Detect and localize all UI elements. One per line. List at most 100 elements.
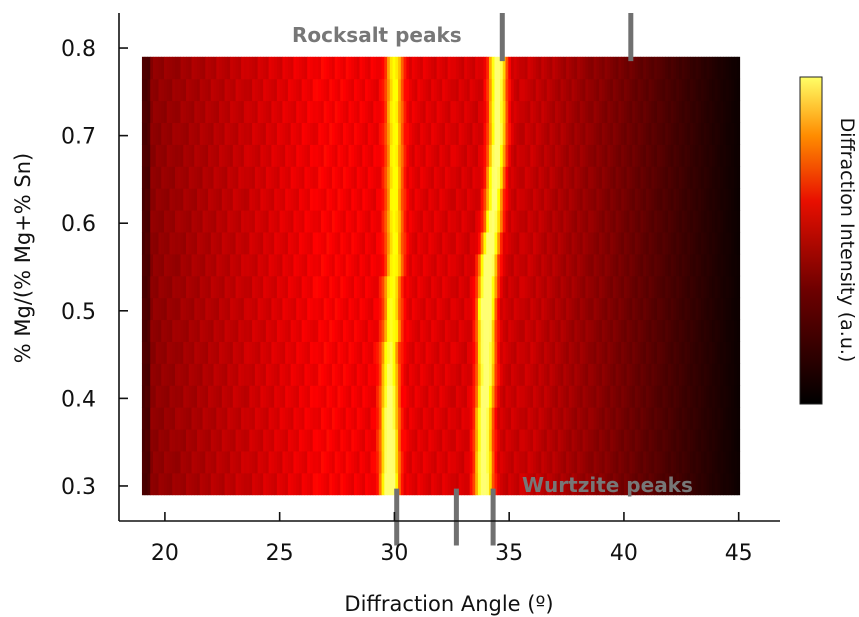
heatmap-cell bbox=[370, 253, 374, 277]
heatmap-cell bbox=[546, 297, 551, 321]
heatmap-cell bbox=[590, 450, 595, 474]
heatmap-cell bbox=[491, 472, 495, 496]
heatmap-cell bbox=[596, 407, 600, 430]
heatmap-cell bbox=[224, 472, 228, 496]
heatmap-cell bbox=[296, 341, 300, 364]
heatmap-cell bbox=[549, 472, 553, 496]
heatmap-cell bbox=[552, 78, 556, 102]
heatmap-cell bbox=[227, 253, 231, 277]
heatmap-cell bbox=[574, 385, 578, 408]
heatmap-cell bbox=[560, 100, 564, 123]
heatmap-cell bbox=[409, 122, 413, 145]
heatmap-cell bbox=[522, 56, 526, 80]
heatmap-cell bbox=[690, 210, 694, 233]
heatmap-cell bbox=[533, 472, 537, 496]
heatmap-cell bbox=[373, 363, 377, 386]
heatmap-cell bbox=[194, 472, 198, 496]
heatmap-cell bbox=[477, 253, 482, 277]
heatmap-cell bbox=[533, 144, 537, 167]
heatmap-cell bbox=[544, 188, 548, 211]
heatmap-cell bbox=[307, 275, 311, 299]
heatmap-cell bbox=[197, 275, 201, 299]
heatmap-cell bbox=[494, 166, 498, 189]
heatmap-cell bbox=[563, 472, 567, 496]
heatmap-cell bbox=[618, 166, 622, 189]
heatmap-cell bbox=[420, 210, 424, 233]
heatmap-cell bbox=[243, 319, 248, 342]
heatmap-cell bbox=[436, 253, 440, 277]
heatmap-cell bbox=[287, 341, 292, 364]
heatmap-cell bbox=[582, 78, 586, 102]
heatmap-cell bbox=[384, 297, 388, 321]
heatmap-cell bbox=[557, 166, 562, 189]
heatmap-cell bbox=[169, 122, 173, 145]
heatmap-cell bbox=[263, 363, 267, 386]
heatmap-cell bbox=[557, 407, 562, 430]
heatmap-cell bbox=[144, 210, 148, 233]
heatmap-cell bbox=[409, 78, 413, 102]
heatmap-cell bbox=[263, 450, 267, 474]
heatmap-cell bbox=[252, 231, 256, 255]
heatmap-cell bbox=[690, 385, 694, 408]
heatmap-cell bbox=[477, 166, 482, 189]
heatmap-cell bbox=[337, 319, 341, 342]
heatmap-cell bbox=[736, 210, 741, 233]
heatmap-cell bbox=[141, 341, 146, 364]
heatmap-cell bbox=[486, 166, 490, 189]
heatmap-cell bbox=[458, 363, 462, 386]
heatmap-cell bbox=[150, 385, 154, 408]
heatmap-cell bbox=[472, 231, 476, 255]
heatmap-cell bbox=[315, 78, 319, 102]
heatmap-cell bbox=[648, 188, 652, 211]
heatmap-cell bbox=[230, 319, 234, 342]
heatmap-cell bbox=[706, 275, 710, 299]
heatmap-cell bbox=[150, 297, 154, 321]
heatmap-cell bbox=[643, 253, 647, 277]
heatmap-cell bbox=[469, 56, 473, 80]
heatmap-cell bbox=[177, 231, 182, 255]
heatmap-cell bbox=[221, 429, 226, 452]
heatmap-cell bbox=[464, 231, 468, 255]
heatmap-cell bbox=[354, 385, 358, 408]
heatmap-cell bbox=[535, 56, 540, 80]
heatmap-cell bbox=[296, 297, 300, 321]
heatmap-cell bbox=[723, 144, 727, 167]
heatmap-cell bbox=[475, 100, 479, 123]
heatmap-cell bbox=[615, 385, 619, 408]
heatmap-cell bbox=[659, 297, 663, 321]
heatmap-cell bbox=[323, 231, 327, 255]
heatmap-cell bbox=[665, 297, 669, 321]
heatmap-cell bbox=[714, 253, 719, 277]
heatmap-cell bbox=[403, 407, 407, 430]
heatmap-cell bbox=[499, 210, 504, 233]
heatmap-cell bbox=[183, 407, 187, 430]
heatmap-cell bbox=[392, 472, 396, 496]
heatmap-cell bbox=[172, 319, 176, 342]
heatmap-cell bbox=[513, 407, 518, 430]
heatmap-cell bbox=[365, 385, 369, 408]
heatmap-cell bbox=[279, 56, 283, 80]
heatmap-cell bbox=[524, 56, 529, 80]
heatmap-cell bbox=[659, 472, 663, 496]
heatmap-cell bbox=[607, 450, 611, 474]
heatmap-cell bbox=[356, 407, 361, 430]
heatmap-cell bbox=[623, 450, 628, 474]
heatmap-cell bbox=[709, 122, 713, 145]
heatmap-cell bbox=[152, 429, 157, 452]
heatmap-cell bbox=[464, 385, 468, 408]
heatmap-cell bbox=[188, 253, 193, 277]
heatmap-cell bbox=[557, 363, 562, 386]
heatmap-cell bbox=[169, 341, 173, 364]
heatmap-cell bbox=[698, 472, 702, 496]
heatmap-cell bbox=[232, 188, 237, 211]
heatmap-cell bbox=[720, 385, 724, 408]
heatmap-cell bbox=[681, 472, 686, 496]
heatmap-cell bbox=[684, 297, 688, 321]
heatmap-cell bbox=[555, 319, 559, 342]
heatmap-cell bbox=[464, 297, 468, 321]
heatmap-cell bbox=[263, 385, 267, 408]
heatmap-cell bbox=[411, 385, 416, 408]
heatmap-cell bbox=[618, 122, 622, 145]
heatmap-cell bbox=[632, 100, 636, 123]
heatmap-cell bbox=[400, 319, 405, 342]
